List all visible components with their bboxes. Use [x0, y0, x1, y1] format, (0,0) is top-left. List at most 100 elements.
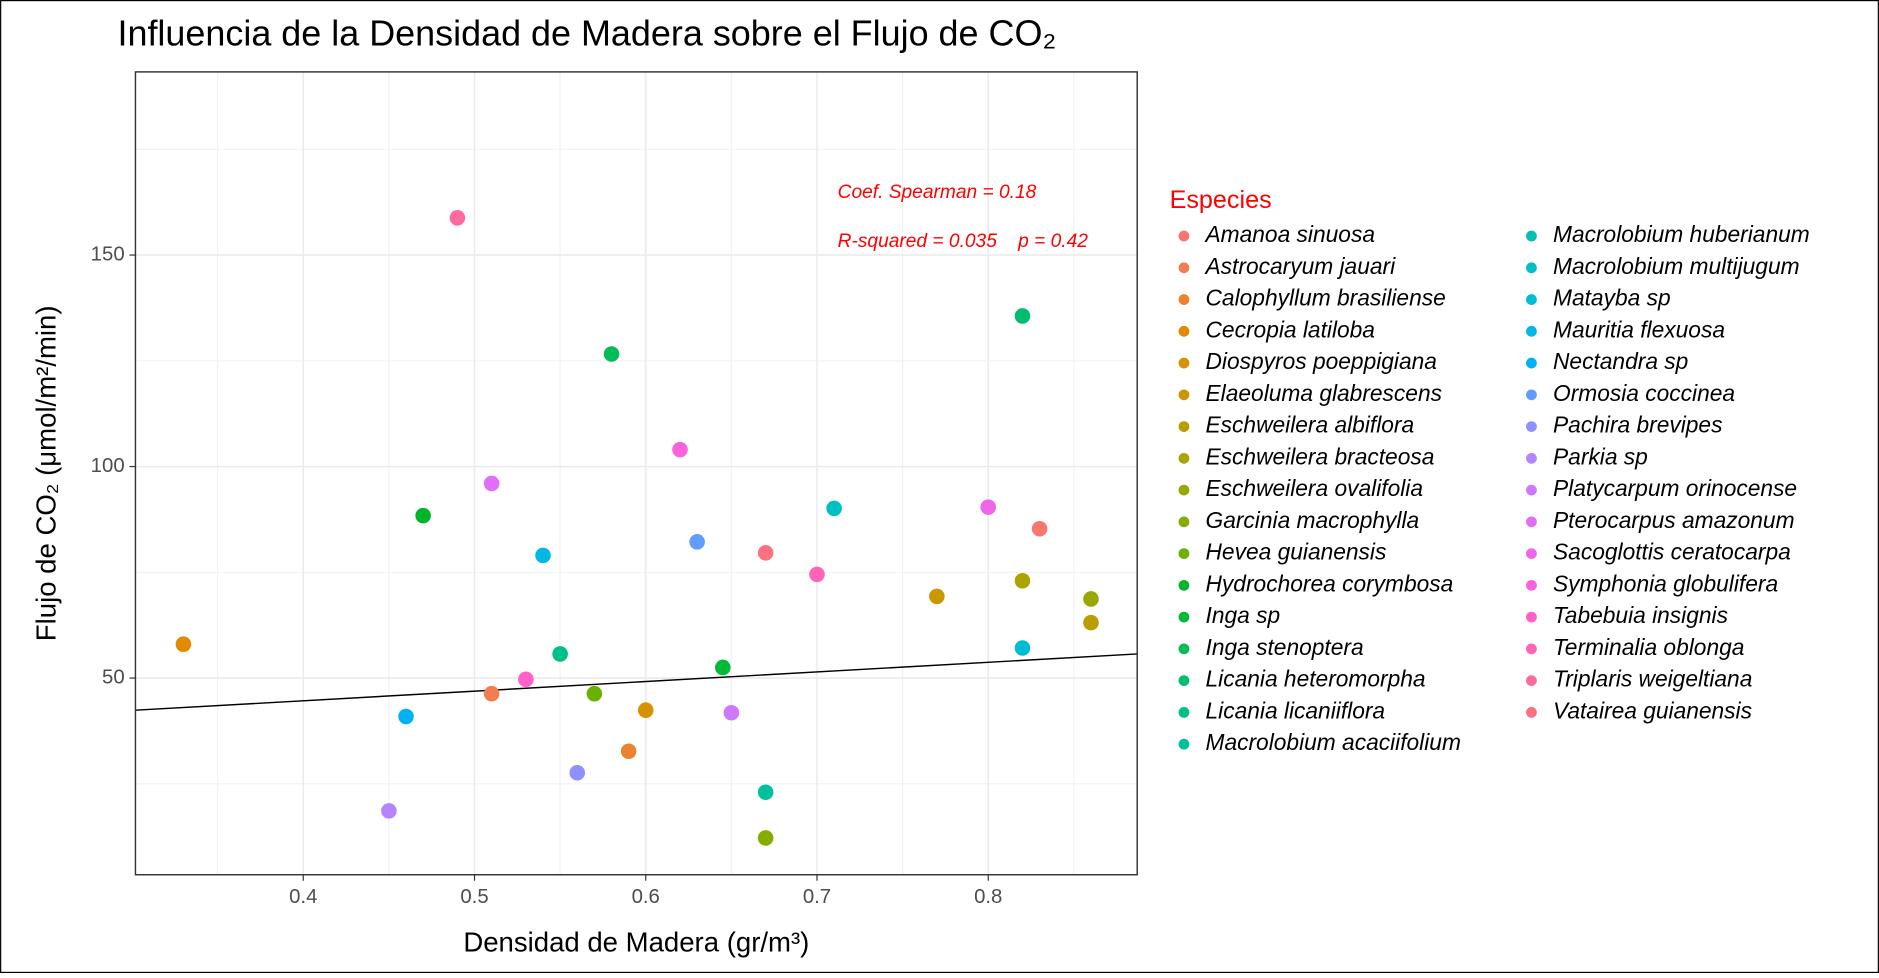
legend-label: Astrocaryum jauari: [1204, 253, 1397, 279]
point: [1031, 520, 1048, 537]
legend-key: [1526, 230, 1537, 242]
chart-title: Influencia de la Densidad de Madera sobr…: [117, 12, 1056, 53]
legend-label: Tabebuia insignis: [1553, 602, 1728, 628]
point: [569, 765, 586, 781]
legend-label: Triplaris weigeltiana: [1553, 666, 1752, 692]
legend-label: Mauritia flexuosa: [1553, 316, 1725, 342]
legend-key: [1526, 357, 1537, 369]
legend-label: Hydrochorea corymbosa: [1206, 570, 1454, 596]
legend-label: Inga stenoptera: [1206, 634, 1364, 660]
point: [483, 475, 500, 492]
legend-title: Especies: [1170, 186, 1272, 214]
legend-key: [1526, 548, 1537, 559]
legend-label: Elaeoluma glabrescens: [1206, 380, 1443, 406]
point: [637, 702, 654, 718]
point: [1083, 591, 1099, 607]
point: [1014, 572, 1031, 589]
legend-label: Pachira brevipes: [1553, 412, 1722, 438]
point: [1014, 308, 1031, 324]
annotation: Coef. Spearman = 0.18: [838, 182, 1037, 203]
point: [757, 545, 774, 561]
legend-label: Inga sp: [1206, 602, 1281, 628]
legend-key: [1178, 706, 1190, 718]
legend-label: Vatairea guianensis: [1553, 697, 1752, 723]
legend-label: Cecropia latiloba: [1206, 316, 1375, 342]
legend-key: [1526, 643, 1537, 655]
legend-key: [1526, 706, 1537, 718]
legend-key: [1178, 389, 1190, 401]
point: [398, 708, 414, 725]
legend-key: [1526, 516, 1537, 528]
legend-label: Eschweilera albiflora: [1206, 412, 1415, 438]
legend-key: [1178, 548, 1190, 559]
point: [689, 534, 705, 550]
point: [175, 636, 192, 652]
legend-label: Eschweilera bracteosa: [1206, 443, 1435, 469]
legend-key: [1178, 230, 1190, 242]
point: [723, 704, 740, 721]
legend-key: [1178, 579, 1190, 591]
legend-label: Eschweilera ovalifolia: [1206, 475, 1424, 501]
point: [381, 803, 397, 819]
y-tick-label: 50: [102, 666, 125, 688]
x-tick-label: 0.4: [289, 886, 317, 908]
point: [757, 784, 774, 801]
legend-label: Macrolobium multijugum: [1553, 253, 1800, 279]
point: [415, 507, 431, 524]
legend-key: [1526, 675, 1537, 687]
legend-label: Platycarpum orinocense: [1553, 475, 1797, 501]
legend-key: [1178, 675, 1190, 687]
legend-key: [1526, 389, 1537, 401]
legend-label: Licania licaniiflora: [1206, 697, 1386, 723]
legend-label: Macrolobium acaciifolium: [1206, 729, 1461, 755]
legend-label: Amanoa sinuosa: [1204, 221, 1375, 247]
x-tick-label: 0.5: [460, 886, 488, 908]
plot-panel: [134, 71, 1138, 876]
legend-label: Pterocarpus amazonum: [1553, 507, 1795, 533]
point: [929, 588, 945, 605]
panel-background: [135, 71, 1138, 875]
legend-label: Macrolobium huberianum: [1553, 221, 1810, 247]
point: [809, 566, 825, 583]
legend-key: [1178, 452, 1190, 464]
legend-label: Symphonia globulifera: [1553, 570, 1778, 596]
legend-key: [1178, 738, 1190, 750]
legend-key: [1526, 294, 1537, 305]
legend-label: Ormosia coccinea: [1553, 380, 1735, 406]
legend-label: Calophyllum brasiliense: [1206, 285, 1446, 311]
point: [715, 659, 731, 676]
point: [603, 346, 620, 362]
legend-key: [1178, 516, 1190, 528]
point: [552, 646, 568, 662]
legend-key: [1526, 325, 1537, 337]
x-tick-label: 0.7: [803, 886, 831, 908]
legend-label: Hevea guianensis: [1206, 539, 1387, 565]
y-tick-label: 100: [91, 455, 125, 477]
legend-key: [1178, 643, 1190, 655]
x-tick-label: 0.8: [974, 886, 1002, 908]
point: [518, 671, 534, 688]
point: [1083, 614, 1099, 631]
legend-label: Matayba sp: [1553, 285, 1671, 311]
legend-key: [1178, 357, 1190, 369]
y-tick-label: 150: [91, 243, 125, 265]
point: [757, 830, 774, 846]
point: [620, 743, 637, 760]
legend-key: [1178, 325, 1190, 337]
x-axis-label: Densidad de Madera (gr/m³): [463, 927, 809, 958]
legend-label: Diospyros poeppigiana: [1206, 348, 1437, 374]
panel-border: [134, 71, 1138, 876]
legend-key: [1178, 421, 1190, 432]
trend-line: [135, 653, 1138, 711]
legend-label: Sacoglottis ceratocarpa: [1553, 539, 1791, 565]
legend-key: [1178, 611, 1190, 623]
legend-key: [1526, 452, 1537, 464]
point: [483, 685, 500, 702]
legend-key: [1526, 262, 1537, 274]
point: [586, 685, 603, 702]
point: [1014, 640, 1031, 656]
legend-key: [1178, 294, 1190, 305]
point: [672, 441, 688, 458]
legend-key: [1178, 484, 1190, 496]
